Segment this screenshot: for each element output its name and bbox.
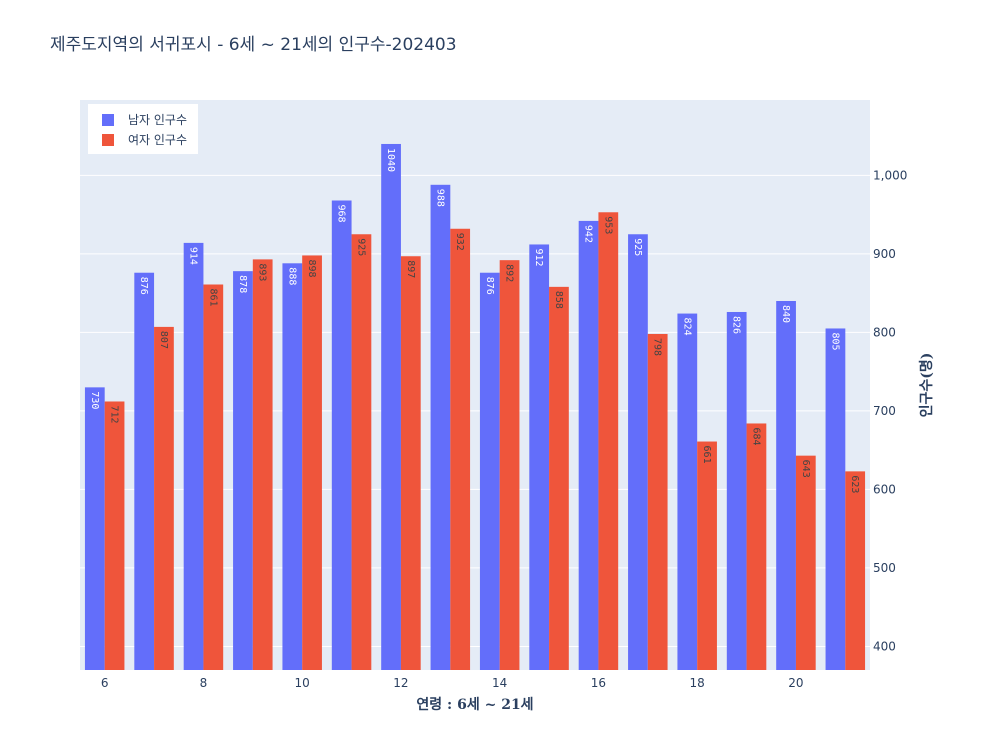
bar-male[interactable] [825, 328, 846, 670]
bar-male[interactable] [776, 300, 796, 670]
bar-value-label: 878 [237, 275, 248, 293]
legend-label-male[interactable]: 남자 인구수 [128, 113, 187, 127]
y-axis-title: 인구수(명) [918, 353, 935, 418]
bar-value-label: 897 [405, 260, 416, 278]
bar-male[interactable] [134, 272, 155, 670]
legend-label-female[interactable]: 여자 인구수 [128, 133, 187, 147]
bar-value-label: 912 [533, 248, 544, 266]
bar-value-label: 968 [336, 204, 347, 222]
bar-labels: 730 876 914 878 888 968 1040 988 876 912 942 925 824… [89, 148, 860, 493]
x-axis-ticks: 6 8 10 12 14 16 18 20 [101, 676, 804, 690]
bar-value-label: 684 [750, 427, 761, 445]
bar-female[interactable] [104, 401, 125, 670]
bar-value-label: 876 [138, 277, 149, 295]
bar-female[interactable] [697, 441, 717, 670]
y-tick-label: 600 [873, 482, 896, 496]
bar-female[interactable] [351, 234, 372, 670]
bar-value-label: 840 [780, 305, 791, 323]
bar-male[interactable] [331, 200, 352, 671]
bar-female[interactable] [252, 259, 273, 670]
bar-value-label: 824 [681, 318, 692, 336]
bar-value-label: 858 [553, 291, 564, 309]
bar-value-label: 953 [602, 216, 613, 234]
bar-value-label: 888 [286, 267, 297, 285]
bar-male[interactable] [430, 184, 451, 670]
bar-female[interactable] [845, 471, 866, 670]
x-tick-label: 20 [788, 676, 803, 690]
bar-male[interactable] [282, 263, 303, 670]
bar-value-label: 988 [434, 189, 445, 207]
bar-value-label: 1040 [385, 148, 396, 172]
y-tick-label: 500 [873, 561, 896, 575]
x-tick-label: 14 [492, 676, 507, 690]
bar-female[interactable] [647, 333, 668, 670]
bar-value-label: 807 [158, 331, 169, 349]
bar-value-label: 805 [829, 332, 840, 350]
x-tick-label: 12 [393, 676, 408, 690]
bar-male[interactable] [84, 387, 105, 670]
bar-value-label: 925 [632, 238, 643, 256]
bar-female[interactable] [549, 286, 569, 670]
bar-value-label: 798 [652, 338, 663, 356]
bar-female[interactable] [203, 284, 224, 670]
bar-female[interactable] [746, 423, 767, 670]
y-axis-ticks: 400 500 600 700 800 900 1,000 [873, 168, 907, 653]
bar-value-label: 876 [484, 277, 495, 295]
bar-value-label: 730 [89, 391, 100, 409]
y-tick-label: 400 [873, 639, 896, 653]
bar-value-label: 712 [109, 405, 120, 423]
bar-male[interactable] [183, 242, 204, 670]
bar-value-label: 898 [306, 259, 317, 277]
y-tick-label: 700 [873, 404, 896, 418]
bar-value-label: 892 [504, 264, 515, 282]
bar-male[interactable] [726, 311, 747, 670]
bar-value-label: 932 [454, 233, 465, 251]
bar-value-label: 661 [701, 446, 712, 464]
legend[interactable]: 남자 인구수 여자 인구수 [88, 104, 198, 154]
bar-female[interactable] [400, 256, 421, 670]
bar-male[interactable] [381, 143, 401, 671]
bar-value-label: 893 [257, 263, 268, 281]
bar-value-label: 914 [188, 247, 199, 265]
bar-male[interactable] [677, 313, 698, 670]
bar-value-label: 942 [583, 225, 594, 243]
chart-title: 제주도지역의 서귀포시 - 6세 ~ 21세의 인구수-202403 [50, 35, 457, 55]
x-tick-label: 8 [200, 676, 208, 690]
bar-male[interactable] [479, 272, 500, 670]
bars [84, 143, 866, 671]
bar-male[interactable] [628, 234, 648, 670]
x-tick-label: 10 [295, 676, 310, 690]
bar-male[interactable] [233, 271, 253, 670]
bar-female[interactable] [302, 255, 322, 671]
bar-female[interactable] [154, 326, 174, 670]
bar-male[interactable] [529, 244, 550, 670]
legend-swatch-female [102, 134, 114, 146]
bar-value-label: 826 [731, 316, 742, 334]
bar-value-label: 623 [849, 475, 860, 493]
bar-female[interactable] [499, 260, 520, 670]
bar-female[interactable] [450, 228, 471, 671]
x-axis-title: 연령 : 6세 ~ 21세 [416, 697, 533, 713]
bar-male[interactable] [578, 220, 599, 670]
bar-value-label: 643 [800, 460, 811, 478]
bar-female[interactable] [598, 212, 619, 671]
x-tick-label: 6 [101, 676, 109, 690]
y-tick-label: 900 [873, 247, 896, 261]
x-tick-label: 18 [690, 676, 705, 690]
bar-female[interactable] [795, 455, 816, 670]
bar-value-label: 861 [207, 289, 218, 307]
bar-value-label: 925 [355, 238, 366, 256]
y-tick-label: 1,000 [873, 168, 907, 182]
y-tick-label: 800 [873, 325, 896, 339]
legend-swatch-male [102, 114, 114, 126]
x-tick-label: 16 [591, 676, 606, 690]
